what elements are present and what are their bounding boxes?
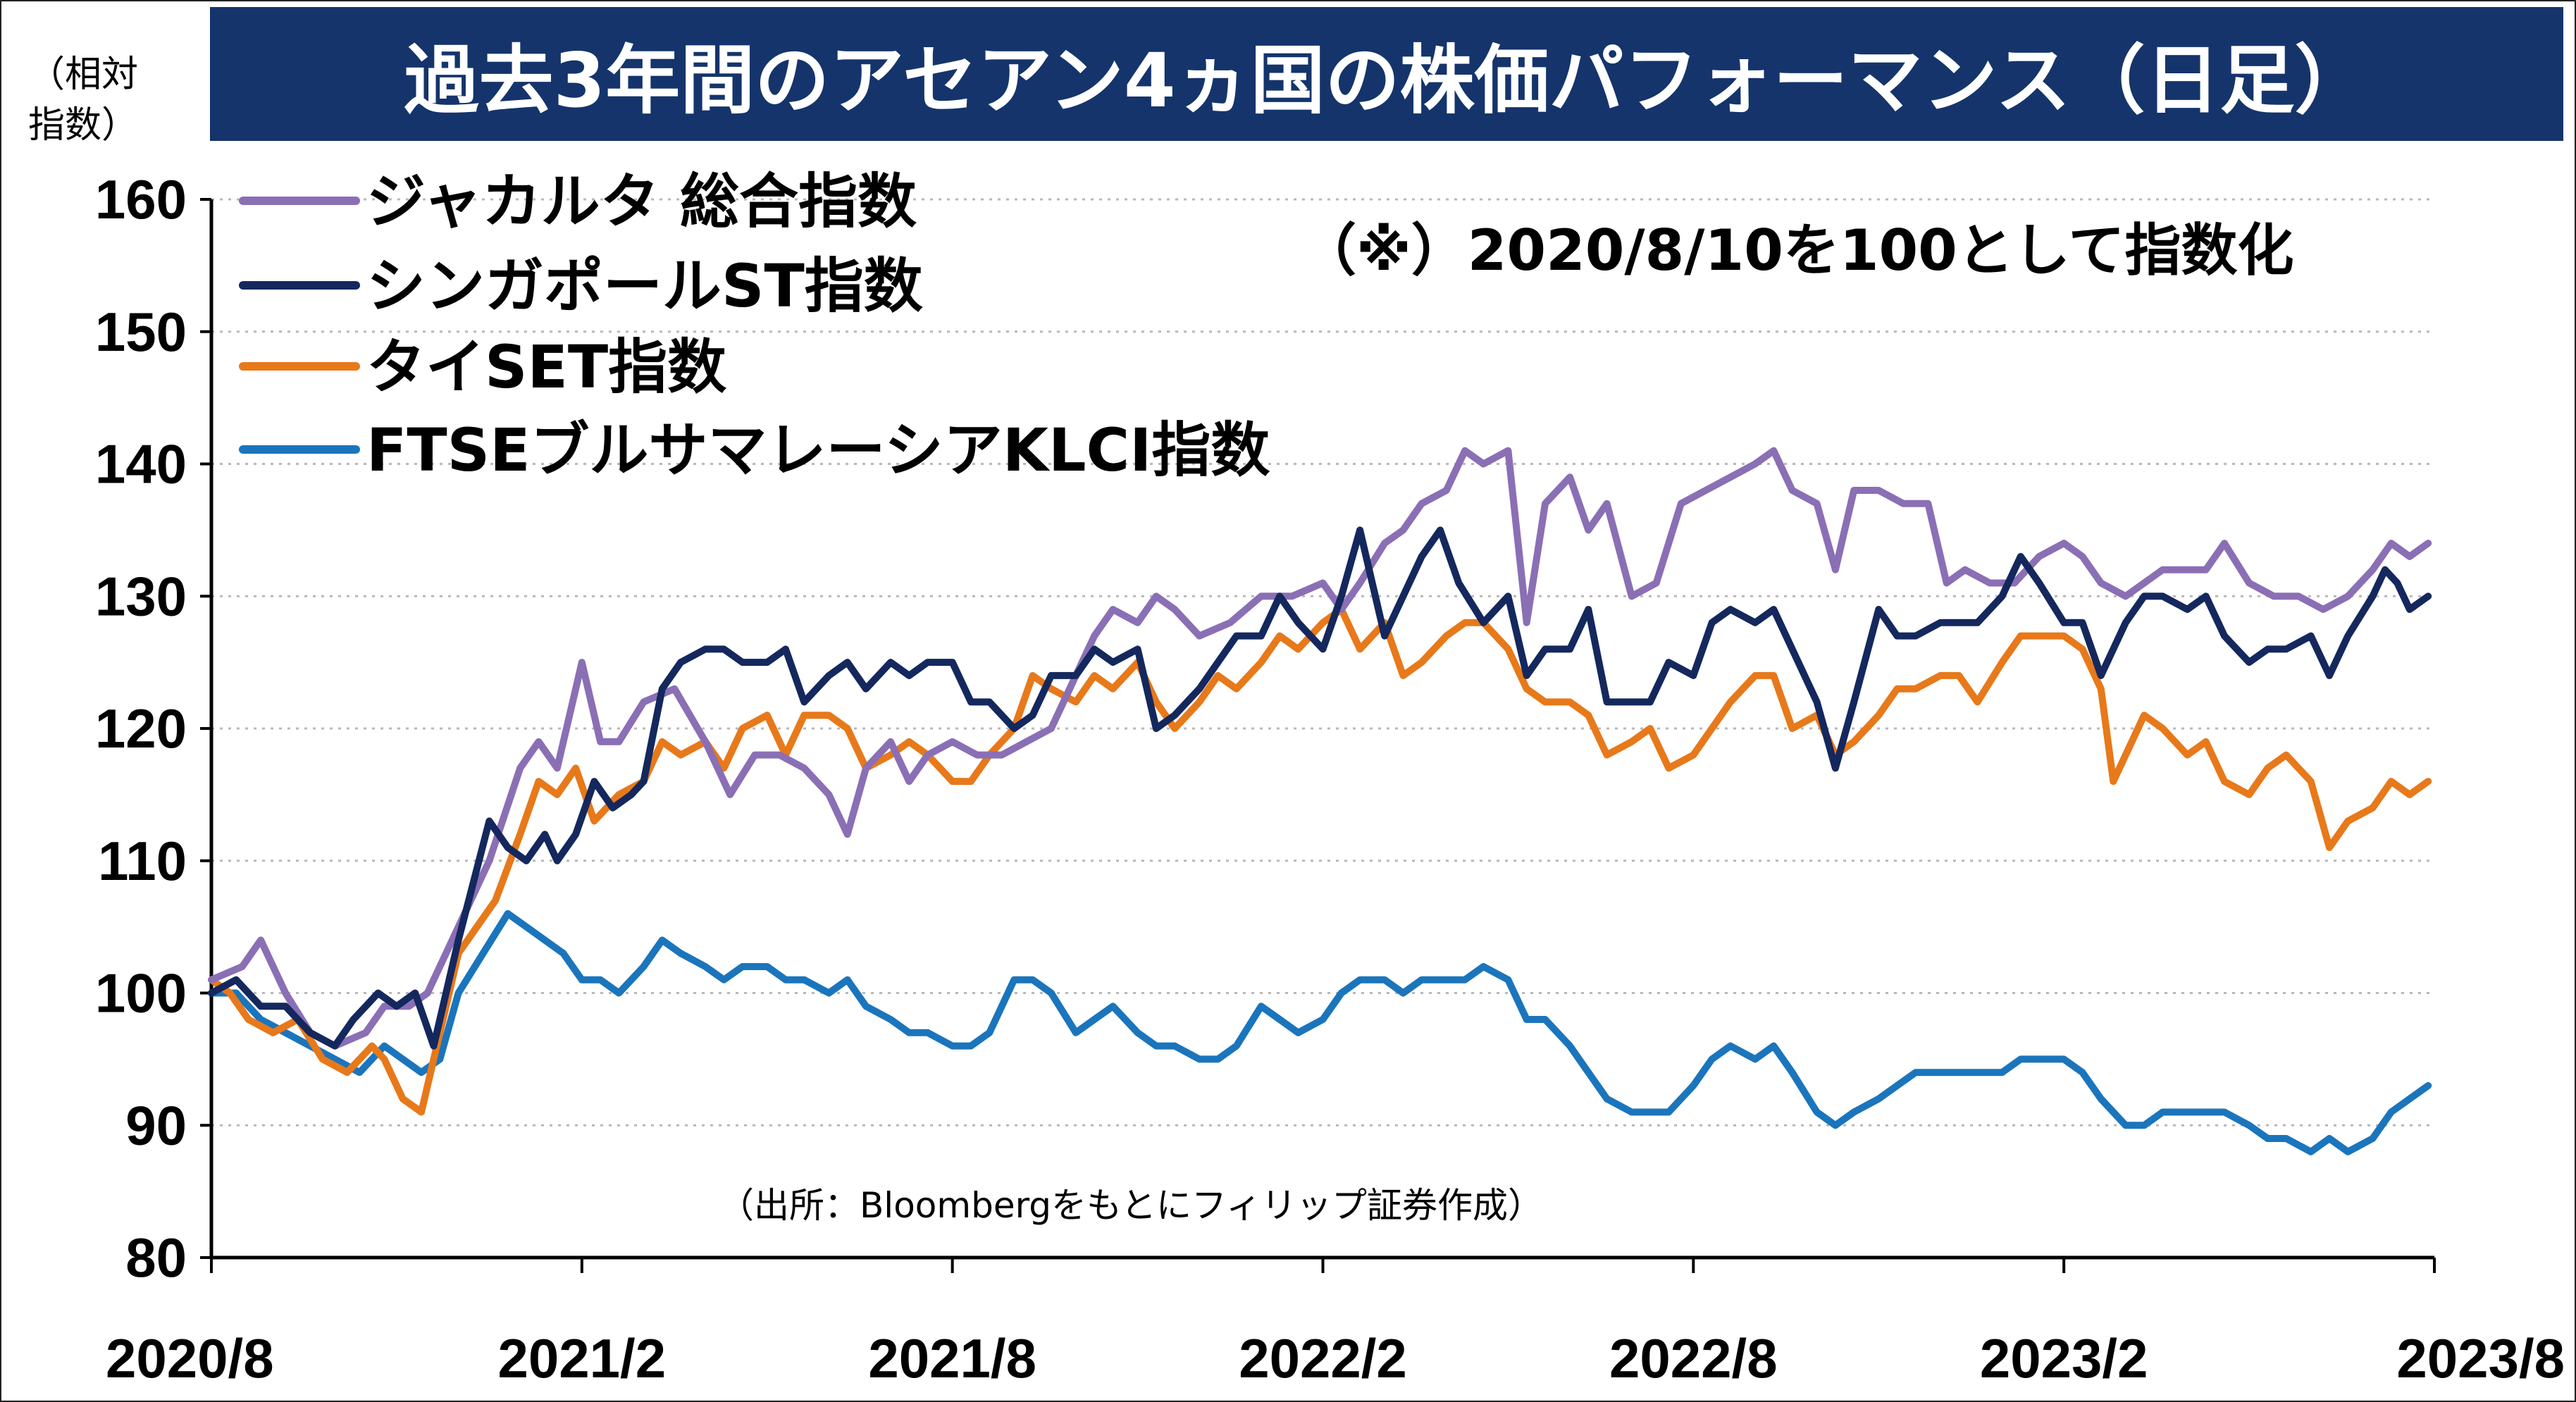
y-tick-label-90: 90 (125, 1094, 187, 1156)
legend-label-1: シンガポールST指数 (366, 252, 923, 321)
x-tick-label-2: 2021/8 (868, 1327, 1036, 1389)
chart-title: 過去3年間のアセアン4ヵ国の株価パフォーマンス（日足） (404, 37, 2370, 124)
y-axis-unit-line1: （相対 (28, 54, 139, 96)
normalization-note: （※）2020/8/10を100として指数化 (1300, 218, 2293, 283)
legend-label-2: タイSET指数 (366, 333, 726, 402)
x-tick-label-5: 2023/2 (1980, 1327, 2148, 1389)
y-tick-label-120: 120 (95, 697, 187, 759)
x-tick-label-4: 2022/8 (1609, 1327, 1778, 1389)
legend-label-0: ジャカルタ 総合指数 (366, 167, 917, 236)
y-tick-label-130: 130 (95, 565, 187, 627)
x-tick-label-3: 2022/2 (1239, 1327, 1407, 1389)
axes: 80 90 100 110 120 130 140 150 160 2020/8 2021/2 202… (95, 168, 2565, 1389)
y-tick-label-140: 140 (95, 433, 187, 495)
y-tick-label-80: 80 (125, 1227, 187, 1289)
series-line-0 (208, 447, 2432, 1050)
y-tick-label-160: 160 (95, 168, 187, 230)
y-axis-unit-label: （相対 指数） (28, 49, 138, 151)
x-tick-label-0: 2020/8 (106, 1327, 274, 1389)
y-tick-label-110: 110 (98, 830, 187, 892)
y-axis-unit-line2: 指数） (28, 104, 139, 147)
legend-label-3: FTSEブルサマレーシアKLCI指数 (366, 416, 1270, 485)
x-tick-label-6: 2023/8 (2396, 1327, 2565, 1389)
series-line-1 (208, 526, 2432, 1050)
title-bar: 過去3年間のアセアン4ヵ国の株価パフォーマンス（日足） (210, 7, 2563, 141)
x-tick-label-1: 2021/2 (498, 1327, 667, 1389)
gridlines (211, 198, 2434, 1127)
y-tick-label-100: 100 (95, 962, 187, 1024)
series-line-3 (208, 910, 2432, 1155)
source-note: （出所：Bloombergをもとにフィリップ証券作成） (719, 1185, 1543, 1226)
y-tick-label-150: 150 (95, 301, 187, 363)
series-layer (208, 447, 2432, 1155)
